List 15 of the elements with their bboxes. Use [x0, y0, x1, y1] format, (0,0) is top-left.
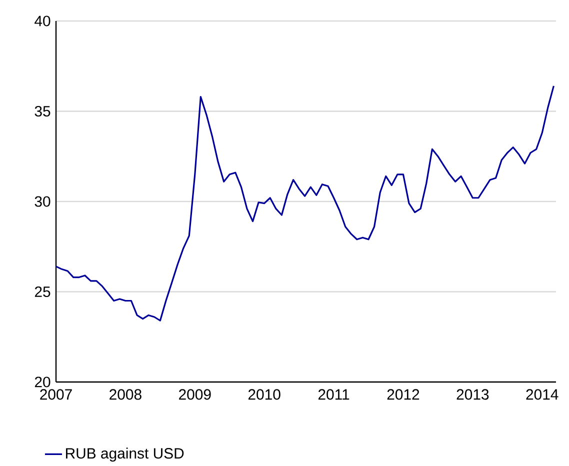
x-tick-label: 2013 — [456, 389, 489, 400]
x-tick-label: 2008 — [110, 389, 142, 400]
x-tick-label: 2012 — [387, 389, 420, 400]
line-series — [55, 85, 555, 322]
y-tick-label: 20 — [34, 376, 50, 388]
x-tick-label: 2014 — [526, 389, 558, 400]
x-tick-label: 2009 — [179, 389, 211, 400]
y-tick-label: 35 — [34, 106, 50, 117]
legend-label: RUB against USD — [66, 448, 184, 462]
x-tick-label: 2011 — [318, 389, 350, 400]
y-tick-label: 40 — [34, 16, 50, 26]
y-tick-label: 30 — [34, 196, 50, 207]
y-tick-label: 25 — [34, 286, 50, 298]
x-tick-label: 2007 — [40, 389, 72, 400]
x-tick-label: 2010 — [248, 389, 280, 400]
